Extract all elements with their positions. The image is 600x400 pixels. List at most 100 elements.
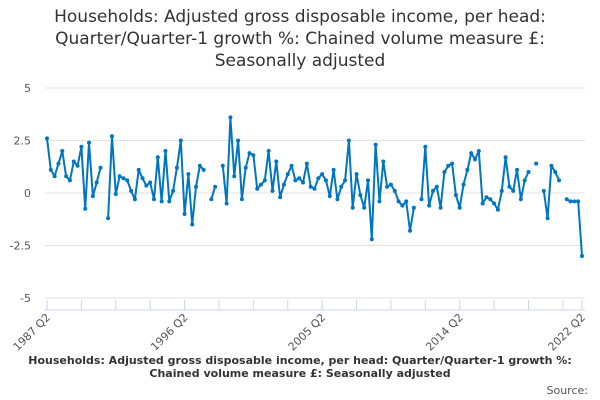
data-point (71, 159, 76, 164)
data-point (369, 237, 374, 242)
y-tick-label: -2.5 (10, 240, 31, 253)
data-point (430, 188, 435, 193)
data-point (87, 140, 92, 145)
data-point (308, 184, 313, 189)
data-point (572, 199, 577, 204)
data-point (312, 186, 317, 191)
data-point (140, 176, 145, 181)
data-point (450, 161, 455, 166)
data-point (117, 174, 122, 179)
data-point (438, 205, 443, 210)
data-point (541, 188, 546, 193)
data-point (213, 184, 218, 189)
data-point (461, 182, 466, 187)
data-point (580, 254, 584, 258)
y-tick-label: 2.5 (14, 135, 32, 148)
data-point (262, 178, 267, 183)
data-point (178, 138, 183, 143)
chart-title-line: Quarter/Quarter-1 growth %: Chained volu… (55, 29, 545, 49)
data-point (476, 149, 481, 153)
data-point (274, 159, 279, 164)
data-point (48, 167, 53, 172)
data-point (316, 176, 321, 181)
series-line-segment (210, 186, 217, 200)
data-point (358, 193, 363, 198)
data-point (507, 184, 512, 189)
data-point (289, 163, 294, 168)
data-point (457, 205, 462, 210)
data-point (220, 163, 225, 168)
data-point (125, 178, 130, 183)
data-point (255, 186, 260, 191)
source-label: Source: (546, 384, 589, 397)
data-point (423, 144, 428, 149)
series-line-segment (46, 138, 102, 210)
data-point (109, 134, 114, 139)
data-point (377, 199, 382, 204)
data-point (186, 172, 191, 177)
data-point (518, 197, 523, 202)
x-tick-label: 1996 Q2 (148, 311, 191, 354)
data-point (152, 197, 156, 202)
data-point (90, 194, 95, 199)
data-point (64, 174, 69, 179)
data-point (243, 165, 248, 170)
data-point (366, 178, 370, 183)
data-point (163, 149, 168, 153)
data-point (473, 157, 477, 162)
data-point (293, 178, 298, 183)
data-point (167, 199, 172, 204)
data-point (343, 178, 348, 183)
data-point (98, 165, 103, 170)
data-point (228, 115, 233, 120)
legend-series-name: Households: Adjusted gross disposable in… (28, 354, 572, 380)
data-point (132, 197, 137, 202)
data-point (52, 174, 57, 179)
data-point (526, 170, 531, 174)
data-point (545, 216, 550, 221)
data-point (113, 192, 118, 197)
data-point (301, 180, 306, 185)
data-point (148, 180, 153, 185)
data-point (346, 138, 351, 143)
data-point (232, 174, 237, 179)
data-point (197, 163, 202, 168)
data-point (331, 167, 336, 172)
data-point (45, 136, 49, 141)
data-point (323, 178, 328, 183)
data-point (56, 161, 61, 166)
data-point (171, 188, 176, 193)
data-point (549, 163, 554, 168)
data-point (136, 167, 141, 172)
series-line-segment (107, 135, 205, 226)
data-point (239, 197, 244, 202)
data-point (266, 149, 271, 153)
data-point (75, 163, 80, 168)
x-tick-label: 1987 Q2 (11, 311, 54, 354)
data-point (396, 199, 401, 204)
data-point (488, 197, 493, 202)
data-point (553, 170, 558, 174)
data-point (469, 151, 474, 156)
data-point (236, 138, 241, 143)
data-point (270, 188, 275, 193)
data-point (83, 206, 88, 211)
data-point (335, 197, 340, 202)
data-point (427, 203, 432, 208)
data-point (373, 142, 378, 147)
data-point (247, 151, 252, 156)
data-point (362, 205, 367, 210)
chart-title: Households: Adjusted gross disposable in… (0, 6, 600, 72)
chart-title-line: Seasonally adjusted (214, 51, 386, 71)
data-point (503, 155, 508, 160)
data-point (499, 188, 504, 193)
data-point (278, 195, 283, 200)
data-point (79, 144, 84, 149)
chart-title-line: Households: Adjusted gross disposable in… (54, 7, 546, 27)
y-tick-label: -5 (20, 292, 31, 305)
data-point (534, 161, 539, 166)
data-point (434, 184, 439, 189)
data-point (297, 176, 302, 181)
data-point (129, 188, 134, 193)
x-tick-label: 2014 Q2 (423, 311, 466, 354)
